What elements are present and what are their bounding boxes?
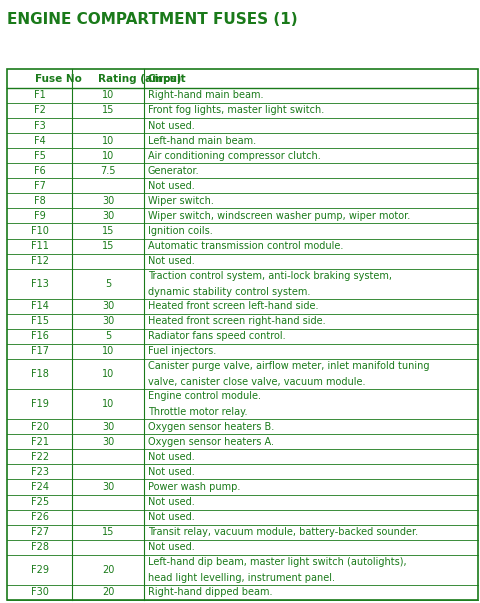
Text: F19: F19 xyxy=(31,399,48,409)
Text: F1: F1 xyxy=(34,90,46,101)
Text: dynamic stability control system.: dynamic stability control system. xyxy=(148,287,310,297)
Text: Not used.: Not used. xyxy=(148,452,194,462)
Text: F6: F6 xyxy=(34,166,46,175)
Text: 30: 30 xyxy=(102,211,114,221)
Text: 20: 20 xyxy=(102,587,114,598)
Text: Transit relay, vacuum module, battery-backed sounder.: Transit relay, vacuum module, battery-ba… xyxy=(148,527,418,537)
Text: F15: F15 xyxy=(31,317,48,326)
Text: 30: 30 xyxy=(102,482,114,492)
Text: Not used.: Not used. xyxy=(148,256,194,266)
Text: Fuse No: Fuse No xyxy=(35,74,82,84)
Text: Power wash pump.: Power wash pump. xyxy=(148,482,240,492)
Text: F24: F24 xyxy=(31,482,48,492)
Text: 7.5: 7.5 xyxy=(100,166,116,175)
Text: F30: F30 xyxy=(31,587,48,598)
Text: Engine control module.: Engine control module. xyxy=(148,391,261,401)
Text: Automatic transmission control module.: Automatic transmission control module. xyxy=(148,241,343,251)
Text: Not used.: Not used. xyxy=(148,181,194,191)
Text: Generator.: Generator. xyxy=(148,166,200,175)
Text: F8: F8 xyxy=(34,196,46,206)
Text: head light levelling, instrument panel.: head light levelling, instrument panel. xyxy=(148,573,335,583)
Text: F11: F11 xyxy=(31,241,48,251)
Text: Fuel injectors.: Fuel injectors. xyxy=(148,347,216,356)
Text: F21: F21 xyxy=(31,437,48,447)
Text: F17: F17 xyxy=(31,347,48,356)
Text: F4: F4 xyxy=(34,136,46,145)
Text: F27: F27 xyxy=(31,527,48,537)
Text: 10: 10 xyxy=(102,347,114,356)
Text: Not used.: Not used. xyxy=(148,467,194,477)
Text: Right-hand dipped beam.: Right-hand dipped beam. xyxy=(148,587,272,598)
Text: F9: F9 xyxy=(34,211,46,221)
Text: 5: 5 xyxy=(105,279,111,289)
Text: Traction control system, anti-lock braking system,: Traction control system, anti-lock braki… xyxy=(148,271,392,280)
Text: F29: F29 xyxy=(31,565,48,575)
Text: 15: 15 xyxy=(102,527,114,537)
Text: Rating (amps): Rating (amps) xyxy=(98,74,182,84)
Text: 20: 20 xyxy=(102,565,114,575)
Text: F7: F7 xyxy=(34,181,46,191)
Text: F25: F25 xyxy=(31,497,48,507)
Text: Throttle motor relay.: Throttle motor relay. xyxy=(148,407,247,417)
Text: 30: 30 xyxy=(102,437,114,447)
Text: Not used.: Not used. xyxy=(148,542,194,552)
Text: F2: F2 xyxy=(34,106,46,116)
Text: Not used.: Not used. xyxy=(148,497,194,507)
Text: 15: 15 xyxy=(102,241,114,251)
Text: Wiper switch, windscreen washer pump, wiper motor.: Wiper switch, windscreen washer pump, wi… xyxy=(148,211,410,221)
Text: F26: F26 xyxy=(31,512,48,522)
Text: Left-hand dip beam, master light switch (autolights),: Left-hand dip beam, master light switch … xyxy=(148,557,407,567)
Text: F16: F16 xyxy=(31,332,48,341)
Text: Left-hand main beam.: Left-hand main beam. xyxy=(148,136,256,145)
Text: F3: F3 xyxy=(34,121,46,130)
Text: F20: F20 xyxy=(31,421,48,432)
Text: F22: F22 xyxy=(31,452,48,462)
Text: Right-hand main beam.: Right-hand main beam. xyxy=(148,90,264,101)
Text: F12: F12 xyxy=(31,256,48,266)
Text: Not used.: Not used. xyxy=(148,512,194,522)
Text: Wiper switch.: Wiper switch. xyxy=(148,196,214,206)
Text: 5: 5 xyxy=(105,332,111,341)
Text: 30: 30 xyxy=(102,196,114,206)
Text: Front fog lights, master light switch.: Front fog lights, master light switch. xyxy=(148,106,324,116)
Text: 30: 30 xyxy=(102,317,114,326)
Text: ENGINE COMPARTMENT FUSES (1): ENGINE COMPARTMENT FUSES (1) xyxy=(7,12,298,27)
Text: 10: 10 xyxy=(102,399,114,409)
Text: Heated front screen left-hand side.: Heated front screen left-hand side. xyxy=(148,302,318,311)
Text: Radiator fans speed control.: Radiator fans speed control. xyxy=(148,332,286,341)
Text: Oxygen sensor heaters A.: Oxygen sensor heaters A. xyxy=(148,437,274,447)
Text: F13: F13 xyxy=(31,279,48,289)
Bar xyxy=(7,69,478,600)
Text: 30: 30 xyxy=(102,421,114,432)
Text: 30: 30 xyxy=(102,302,114,311)
Text: F28: F28 xyxy=(31,542,48,552)
Text: Oxygen sensor heaters B.: Oxygen sensor heaters B. xyxy=(148,421,274,432)
Text: Ignition coils.: Ignition coils. xyxy=(148,226,213,236)
Text: Circuit: Circuit xyxy=(148,74,186,84)
Text: F10: F10 xyxy=(31,226,48,236)
Text: Air conditioning compressor clutch.: Air conditioning compressor clutch. xyxy=(148,151,321,160)
Text: F5: F5 xyxy=(34,151,46,160)
Text: Heated front screen right-hand side.: Heated front screen right-hand side. xyxy=(148,317,325,326)
Text: F14: F14 xyxy=(31,302,48,311)
Text: F23: F23 xyxy=(31,467,48,477)
Text: valve, canister close valve, vacuum module.: valve, canister close valve, vacuum modu… xyxy=(148,377,365,387)
Text: 15: 15 xyxy=(102,226,114,236)
Text: 10: 10 xyxy=(102,151,114,160)
Text: Not used.: Not used. xyxy=(148,121,194,130)
Text: 10: 10 xyxy=(102,369,114,379)
Text: 10: 10 xyxy=(102,136,114,145)
Text: 15: 15 xyxy=(102,106,114,116)
Text: 10: 10 xyxy=(102,90,114,101)
Text: F18: F18 xyxy=(31,369,48,379)
Text: Canister purge valve, airflow meter, inlet manifold tuning: Canister purge valve, airflow meter, inl… xyxy=(148,361,429,371)
